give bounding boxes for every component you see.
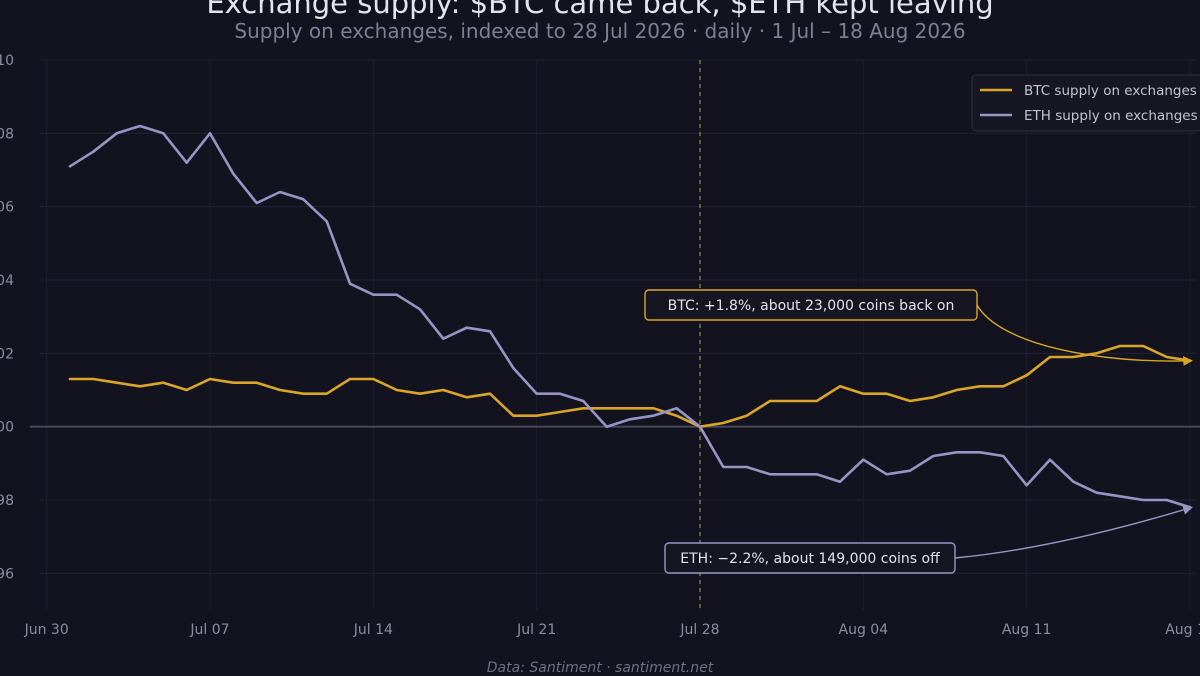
btc-annotation-box bbox=[644, 289, 978, 321]
series-lines bbox=[68, 124, 1192, 509]
btc-annotation-text: BTC: +1.8%, about 23,000 coins back on bbox=[668, 298, 955, 314]
y-tick-label: 102 bbox=[0, 346, 14, 362]
y-tick-label: 96 bbox=[0, 566, 14, 582]
x-tick-label: Aug 04 bbox=[839, 622, 889, 638]
x-tick-label: Aug 11 bbox=[1002, 622, 1052, 638]
y-tick-label: 104 bbox=[0, 273, 14, 289]
eth-series-line bbox=[68, 124, 1192, 509]
y-tick-label: 100 bbox=[0, 420, 14, 436]
x-tick-label: Jul 14 bbox=[353, 622, 393, 638]
x-tick-label: Aug 18 bbox=[1165, 622, 1200, 638]
y-tick-label: 110 bbox=[0, 53, 14, 69]
btc-annotation-arrow bbox=[976, 304, 1193, 366]
x-tick-label: Jul 07 bbox=[189, 622, 229, 638]
legend-box bbox=[971, 74, 1200, 132]
legend-label-eth: ETH supply on exchanges bbox=[1024, 108, 1198, 124]
x-tick-label: Jul 21 bbox=[516, 622, 556, 638]
gridlines bbox=[30, 59, 1200, 610]
eth-annotation-box bbox=[664, 542, 956, 574]
chart-subtitle: Supply on exchanges, indexed to 28 Jul 2… bbox=[234, 19, 966, 43]
axes: 96 98 100 102 104 106 108 110 Jun 30 Jul 07 Jul 14… bbox=[0, 53, 1200, 638]
annotations: BTC: +1.8%, about 23,000 coins back on ET… bbox=[644, 289, 1193, 574]
chart-title: Exchange supply: $BTC came back, $ETH ke… bbox=[206, 0, 994, 20]
source-note: Data: Santiment · santiment.net bbox=[486, 660, 714, 676]
legend: BTC supply on exchanges ETH supply on exc… bbox=[971, 74, 1200, 132]
x-tick-label: Jul 28 bbox=[679, 622, 719, 638]
y-tick-label: 108 bbox=[0, 126, 14, 142]
eth-annotation-text: ETH: −2.2%, about 149,000 coins off bbox=[680, 551, 940, 567]
x-tick-label: Jun 30 bbox=[24, 622, 69, 638]
btc-series-line bbox=[68, 344, 1192, 429]
y-tick-label: 106 bbox=[0, 200, 14, 216]
y-tick-label: 98 bbox=[0, 493, 14, 509]
legend-label-btc: BTC supply on exchanges bbox=[1024, 83, 1197, 99]
eth-annotation-arrow bbox=[954, 505, 1193, 559]
